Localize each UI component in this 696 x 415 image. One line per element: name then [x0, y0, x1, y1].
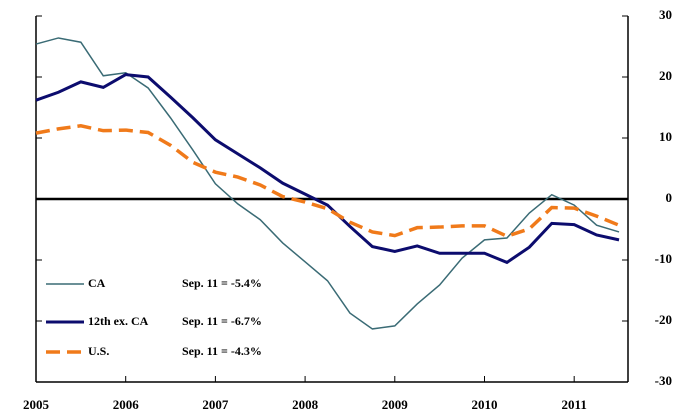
- x-tick-label: 2006: [113, 397, 140, 412]
- legend-note: Sep. 11 = -5.4%: [182, 276, 262, 290]
- y-tick-label: -10: [655, 251, 672, 266]
- x-tick-label: 2007: [202, 397, 229, 412]
- y-tick-label: 30: [659, 7, 672, 22]
- x-tick-label: 2011: [562, 397, 587, 412]
- legend-label: 12th ex. CA: [88, 314, 149, 328]
- legend-label: CA: [88, 276, 106, 290]
- x-tick-label: 2010: [471, 397, 497, 412]
- y-tick-label: -20: [655, 312, 672, 327]
- x-tick-label: 2005: [23, 397, 50, 412]
- y-tick-label: 10: [659, 129, 672, 144]
- x-tick-label: 2009: [382, 397, 409, 412]
- legend-label: U.S.: [88, 344, 109, 358]
- series-line: [35, 37, 620, 330]
- y-tick-label: -30: [655, 373, 672, 388]
- series-line: [35, 73, 620, 265]
- y-tick-label: 0: [666, 190, 673, 205]
- series-line: [35, 124, 620, 239]
- legend-note: Sep. 11 = -4.3%: [182, 344, 262, 358]
- y-tick-label: 20: [659, 68, 672, 83]
- legend-note: Sep. 11 = -6.7%: [182, 314, 262, 328]
- x-tick-label: 2008: [292, 397, 319, 412]
